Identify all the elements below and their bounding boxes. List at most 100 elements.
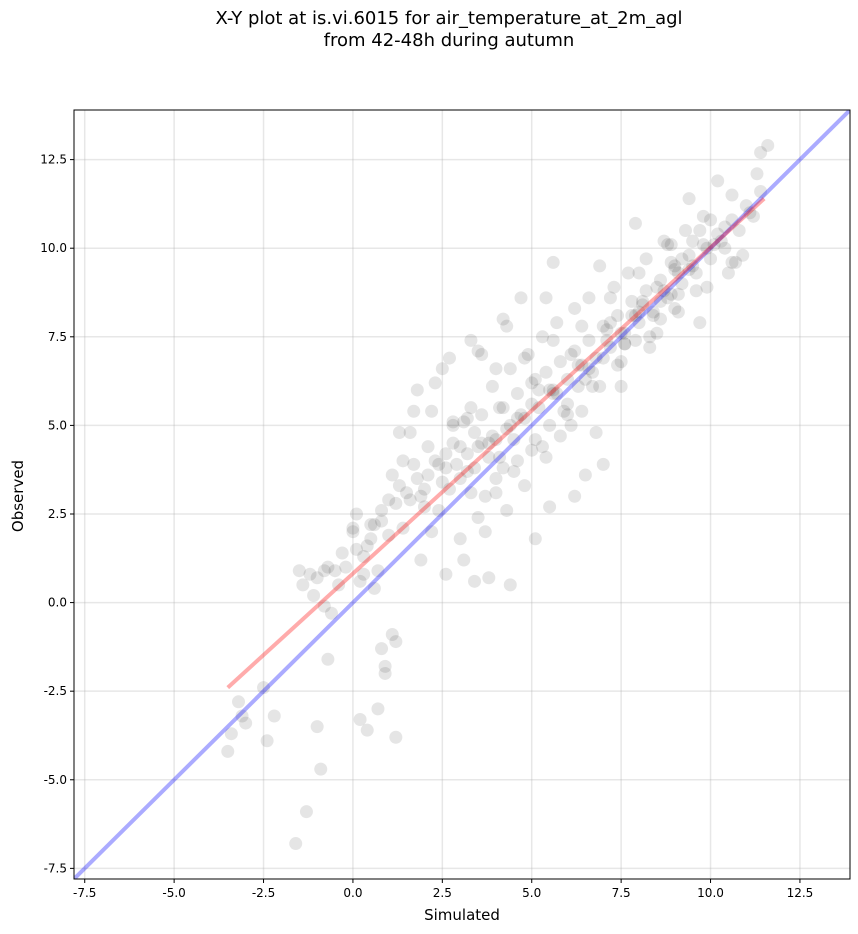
data-point: [317, 599, 331, 613]
data-point: [686, 234, 700, 248]
data-point: [510, 454, 524, 468]
data-point: [621, 266, 635, 280]
data-point: [414, 489, 428, 503]
data-point: [754, 185, 768, 199]
y-tick-label: 5.0: [48, 418, 67, 432]
data-point: [493, 450, 507, 464]
data-point: [267, 709, 281, 723]
data-point: [464, 333, 478, 347]
data-point: [639, 284, 653, 298]
data-point: [428, 376, 442, 390]
data-point: [439, 447, 453, 461]
data-point: [518, 479, 532, 493]
y-tick-label: -7.5: [44, 861, 67, 875]
data-point: [535, 330, 549, 344]
data-point: [367, 581, 381, 595]
data-point: [661, 291, 675, 305]
y-axis-ticks: -7.5 -5.0 -2.5 0.0 2.5 5.0 7.5 10.0 12.5: [40, 153, 74, 875]
data-point: [367, 518, 381, 532]
data-point: [425, 525, 439, 539]
data-point: [453, 472, 467, 486]
data-point: [307, 588, 321, 602]
y-tick-label: 12.5: [40, 153, 67, 167]
data-point: [464, 401, 478, 415]
data-point: [586, 365, 600, 379]
data-point: [736, 248, 750, 262]
data-point: [468, 574, 482, 588]
data-point: [468, 425, 482, 439]
data-point: [224, 727, 238, 741]
data-point: [375, 642, 389, 656]
data-point: [518, 411, 532, 425]
data-point: [317, 564, 331, 578]
data-point: [310, 720, 324, 734]
data-point: [675, 277, 689, 291]
data-point: [328, 564, 342, 578]
x-tick-label: 0.0: [343, 886, 362, 900]
data-point: [614, 326, 628, 340]
data-point: [714, 234, 728, 248]
data-point: [696, 209, 710, 223]
data-point: [296, 578, 310, 592]
data-point: [464, 486, 478, 500]
data-point: [546, 387, 560, 401]
x-tick-label: 5.0: [522, 886, 541, 900]
data-point: [668, 262, 682, 276]
data-point: [360, 723, 374, 737]
data-point: [725, 213, 739, 227]
data-point: [385, 627, 399, 641]
data-point: [632, 316, 646, 330]
x-tick-label: 10.0: [697, 886, 724, 900]
data-point: [539, 365, 553, 379]
data-point: [625, 309, 639, 323]
x-axis-ticks: -7.5 -5.0 -2.5 0.0 2.5 5.0 7.5 10.0 12.5: [73, 879, 813, 900]
data-point: [560, 397, 574, 411]
data-point: [496, 401, 510, 415]
data-point: [392, 425, 406, 439]
data-point: [653, 294, 667, 308]
data-point: [496, 312, 510, 326]
data-point: [632, 266, 646, 280]
data-point: [335, 546, 349, 560]
data-point: [700, 241, 714, 255]
data-point: [450, 457, 464, 471]
data-point: [439, 461, 453, 475]
data-point: [636, 294, 650, 308]
data-point: [350, 542, 364, 556]
data-point: [650, 326, 664, 340]
data-point: [725, 255, 739, 269]
data-point: [435, 362, 449, 376]
data-point: [614, 355, 628, 369]
data-point: [546, 333, 560, 347]
data-point: [500, 422, 514, 436]
data-point: [528, 433, 542, 447]
data-point: [510, 387, 524, 401]
data-point: [314, 762, 328, 776]
data-point: [679, 223, 693, 237]
data-point: [639, 252, 653, 266]
data-point: [239, 716, 253, 730]
data-point: [729, 255, 743, 269]
data-point: [754, 146, 768, 160]
data-point: [231, 695, 245, 709]
data-point: [400, 486, 414, 500]
data-point: [510, 411, 524, 425]
data-point: [435, 475, 449, 489]
data-point: [564, 418, 578, 432]
data-point: [653, 273, 667, 287]
data-point: [582, 291, 596, 305]
data-point: [732, 223, 746, 237]
data-point: [600, 323, 614, 337]
data-point: [442, 482, 456, 496]
data-point: [711, 174, 725, 188]
data-point: [507, 433, 521, 447]
data-point: [586, 379, 600, 393]
data-point: [596, 319, 610, 333]
data-point: [382, 493, 396, 507]
data-point: [496, 461, 510, 475]
data-point: [303, 567, 317, 581]
data-point: [389, 635, 403, 649]
data-point: [571, 358, 585, 372]
data-point: [682, 192, 696, 206]
